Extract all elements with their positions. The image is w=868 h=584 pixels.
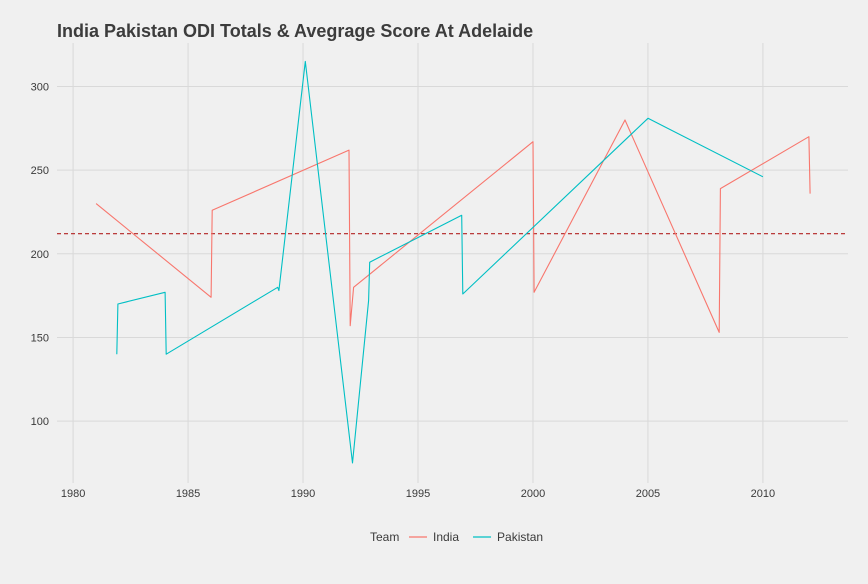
series-lines xyxy=(95,60,811,464)
legend-label-india: India xyxy=(433,530,459,544)
legend-label-pakistan: Pakistan xyxy=(497,530,543,544)
legend-items: India Pakistan xyxy=(409,530,543,544)
y-tick-label: 250 xyxy=(31,165,49,177)
series-line-pakistan xyxy=(116,60,764,464)
legend-title: Team xyxy=(370,530,399,544)
y-tick-label: 200 xyxy=(31,249,49,261)
series-line-india xyxy=(95,119,811,333)
x-tick-label: 2005 xyxy=(636,488,660,500)
x-gridlines xyxy=(72,43,764,483)
x-tick-label: 2000 xyxy=(521,488,545,500)
x-tick-label: 2010 xyxy=(751,488,775,500)
y-tick-label: 150 xyxy=(31,332,49,344)
y-tick-label: 300 xyxy=(31,81,49,93)
chart-title: India Pakistan ODI Totals & Avegrage Sco… xyxy=(57,21,533,41)
x-tick-label: 1980 xyxy=(61,488,85,500)
x-tick-label: 1995 xyxy=(406,488,430,500)
x-tick-label: 1990 xyxy=(291,488,315,500)
legend: Team India Pakistan xyxy=(370,530,543,544)
y-gridlines xyxy=(57,85,848,422)
x-tick-labels: 1980 1985 1990 1995 2000 2005 2010 xyxy=(61,488,775,500)
y-tick-label: 100 xyxy=(31,416,49,428)
x-tick-label: 1985 xyxy=(176,488,200,500)
y-tick-labels: 100 150 200 250 300 xyxy=(31,81,49,428)
